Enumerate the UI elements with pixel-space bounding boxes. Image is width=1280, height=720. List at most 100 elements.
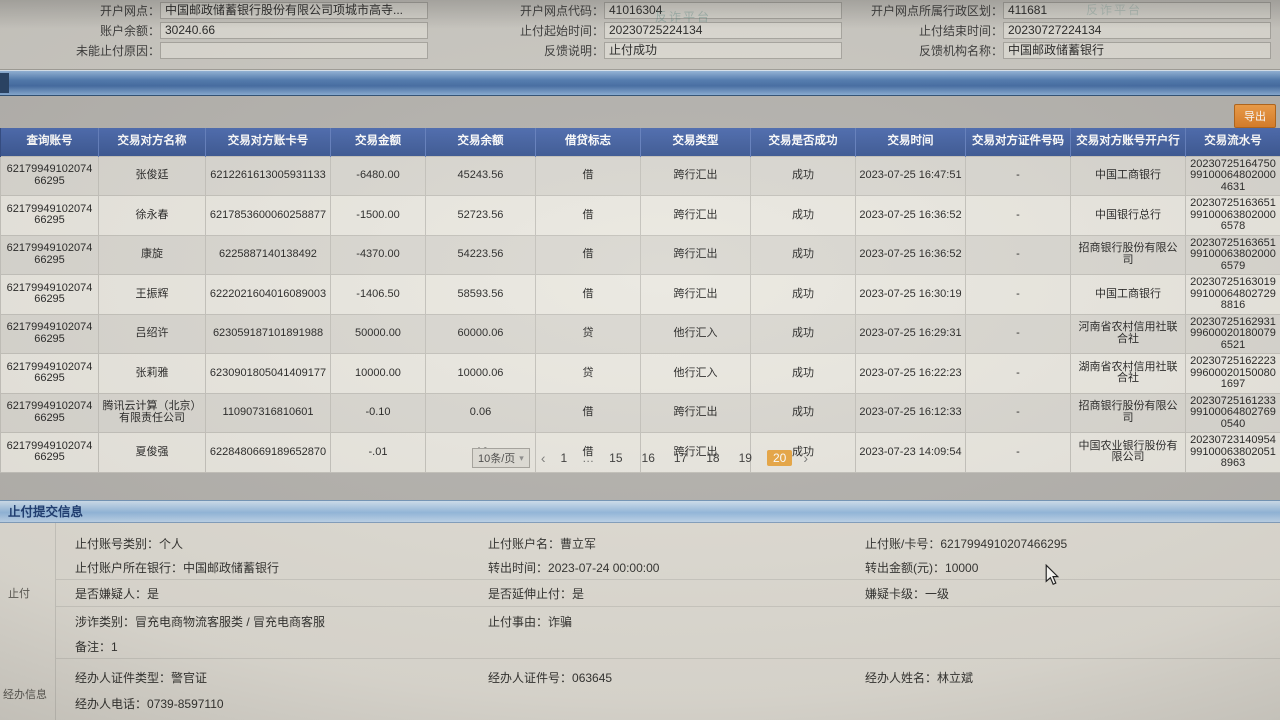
window-title-bar	[0, 70, 1280, 96]
feedback-note-input[interactable]: 止付成功	[604, 41, 842, 59]
cell-serial-no: 20230725163019991000648027298816	[1185, 274, 1280, 315]
cell-counterparty-name: 康旋	[98, 234, 206, 275]
page-size-select[interactable]: 10条/页 ▾	[471, 448, 530, 468]
cell-counterparty-card: 110907316810601	[205, 392, 331, 433]
cell-counterparty-bank: 湖南省农村信用社联合社	[1070, 353, 1186, 394]
cell-debit-credit: 借	[535, 155, 641, 196]
field-remark: 备注1	[75, 638, 118, 655]
feedback-org-input[interactable]: 中国邮政储蓄银行	[1003, 41, 1271, 59]
page-button-15[interactable]: 15	[609, 451, 623, 465]
table-row[interactable]: 6217994910207466295 徐永春 6217853600060258…	[0, 195, 1280, 236]
cell-serial-no: 20230725161233991000648027690540	[1185, 392, 1280, 433]
field-label: 开户网点所属行政区划	[845, 2, 1003, 19]
next-page-button[interactable]: ›	[803, 450, 808, 466]
cell-debit-credit: 借	[535, 274, 641, 315]
account-balance-input[interactable]: 30240.66	[160, 21, 428, 39]
cell-txn-type: 他行汇入	[640, 353, 751, 394]
cell-amount: 50000.00	[330, 313, 426, 354]
field-label: 未能止付原因	[0, 42, 160, 59]
cell-txn-type: 跨行汇出	[640, 274, 751, 315]
field-account-bank: 止付账户所在银行中国邮政储蓄银行	[75, 559, 279, 576]
cell-counterparty-id: -	[965, 432, 1071, 473]
account-info-form: 反诈平台 反诈平台 开户网点 中国邮政储蓄银行股份有限公司项城市高寺... 账户…	[0, 0, 1280, 70]
branch-code-input[interactable]: 41016304	[604, 1, 842, 19]
fail-reason-input[interactable]	[160, 41, 428, 59]
cell-counterparty-card: 6230901805041409177	[205, 353, 331, 394]
branch-name-input[interactable]: 中国邮政储蓄银行股份有限公司项城市高寺...	[160, 1, 428, 19]
cell-amount: -0.10	[330, 392, 426, 433]
field-stop-reason: 止付事由诈骗	[488, 613, 572, 630]
cell-txn-type: 跨行汇出	[640, 234, 751, 275]
row-divider	[56, 658, 1280, 659]
cell-balance: 52723.56	[425, 195, 536, 236]
cell-counterparty-id: -	[965, 195, 1071, 236]
page-size-value: 10条/页	[477, 453, 516, 465]
column-header-counterparty-bank: 交易对方账号开户行	[1070, 128, 1186, 156]
page-button-18[interactable]: 18	[706, 451, 720, 465]
cell-query-account: 6217994910207466295	[0, 353, 99, 394]
cell-counterparty-id: -	[965, 313, 1071, 354]
page-button-16[interactable]: 16	[641, 451, 655, 465]
field-fail-reason: 未能止付原因	[0, 40, 428, 60]
page-ellipsis: …	[582, 451, 595, 465]
field-label: 止付起始时间	[432, 22, 604, 39]
cell-counterparty-name: 徐永春	[98, 195, 206, 236]
transaction-table: 查询账号 交易对方名称 交易对方账卡号 交易金额 交易余额 借贷标志 交易类型 …	[0, 128, 1280, 473]
field-label: 开户网点代码	[432, 2, 604, 19]
cell-counterparty-name: 张莉雅	[98, 353, 206, 394]
stop-end-time-input[interactable]: 20230727224134	[1003, 21, 1271, 39]
cell-txn-time: 2023-07-23 14:09:54	[855, 432, 966, 473]
cell-counterparty-bank: 中国银行总行	[1070, 195, 1186, 236]
page-button-1[interactable]: 1	[560, 451, 568, 465]
cell-counterparty-bank: 招商银行股份有限公司	[1070, 234, 1186, 275]
export-button[interactable]: 导出	[1234, 104, 1276, 128]
table-row[interactable]: 6217994910207466295 康旋 6225887140138492 …	[0, 234, 1280, 275]
stop-start-time-input[interactable]: 20230725224134	[604, 21, 842, 39]
screen-watermark: 反诈平台	[655, 10, 712, 24]
field-handler-id-type: 经办人证件类型警官证	[75, 669, 207, 686]
group-label-handler-info: 经办信息	[3, 689, 47, 701]
column-header-counterparty-name: 交易对方名称	[98, 128, 206, 156]
cell-counterparty-name: 腾讯云计算（北京）有限责任公司	[98, 392, 206, 433]
prev-page-button[interactable]: ‹	[540, 450, 546, 466]
table-row[interactable]: 6217994910207466295 张俊廷 6212261613005931…	[0, 155, 1280, 196]
cell-txn-time: 2023-07-25 16:36:52	[855, 195, 966, 236]
cell-serial-no: 20230723140954991000638020518963	[1185, 432, 1280, 473]
field-transfer-out-time: 转出时间2023-07-24 00:00:00	[488, 559, 659, 576]
column-header-counterparty-id: 交易对方证件号码	[965, 128, 1071, 156]
cell-counterparty-id: -	[965, 392, 1071, 433]
page-button-20-active[interactable]: 20	[766, 450, 793, 466]
cell-txn-time: 2023-07-25 16:29:31	[855, 313, 966, 354]
cell-counterparty-name: 王振辉	[98, 274, 206, 315]
cell-serial-no: 20230725162223996000201500801697	[1185, 353, 1280, 394]
cell-amount: -.01	[330, 432, 426, 473]
field-handler-id-number: 经办人证件号063645	[488, 669, 612, 686]
cell-counterparty-name: 夏俊强	[98, 432, 206, 473]
group-label-stop-payment: 止付	[8, 588, 30, 600]
table-row[interactable]: 6217994910207466295 吕绍许 6230591871018919…	[0, 313, 1280, 354]
admin-region-input[interactable]: 411681	[1003, 1, 1271, 19]
cell-success: 成功	[750, 195, 856, 236]
page-button-17[interactable]: 17	[673, 451, 688, 465]
field-feedback-org: 反馈机构名称 中国邮政储蓄银行	[845, 40, 1271, 60]
field-label: 反馈说明	[432, 42, 604, 59]
cell-counterparty-bank: 河南省农村信用社联合社	[1070, 313, 1186, 354]
cell-debit-credit: 借	[535, 234, 641, 275]
table-row[interactable]: 6217994910207466295 王振辉 6222021604016089…	[0, 274, 1280, 315]
cell-txn-time: 2023-07-25 16:30:19	[855, 274, 966, 315]
cell-counterparty-id: -	[965, 353, 1071, 394]
cell-balance: 45243.56	[425, 155, 536, 196]
table-row[interactable]: 6217994910207466295 腾讯云计算（北京）有限责任公司 1109…	[0, 392, 1280, 433]
cell-counterparty-bank: 中国工商银行	[1070, 155, 1186, 196]
cell-serial-no: 20230725162931996000201800796521	[1185, 313, 1280, 354]
column-header-success: 交易是否成功	[750, 128, 856, 156]
table-row[interactable]: 6217994910207466295 夏俊强 6228480669189652…	[0, 432, 1280, 473]
table-row[interactable]: 6217994910207466295 张莉雅 6230901805041409…	[0, 353, 1280, 394]
field-account-category: 止付账号类别个人	[75, 535, 183, 552]
field-branch-code: 开户网点代码 41016304	[432, 0, 842, 20]
cell-txn-time: 2023-07-25 16:36:52	[855, 234, 966, 275]
page-button-19[interactable]: 19	[738, 451, 752, 465]
field-is-suspect: 是否嫌疑人是	[75, 585, 159, 602]
cell-query-account: 6217994910207466295	[0, 313, 99, 354]
